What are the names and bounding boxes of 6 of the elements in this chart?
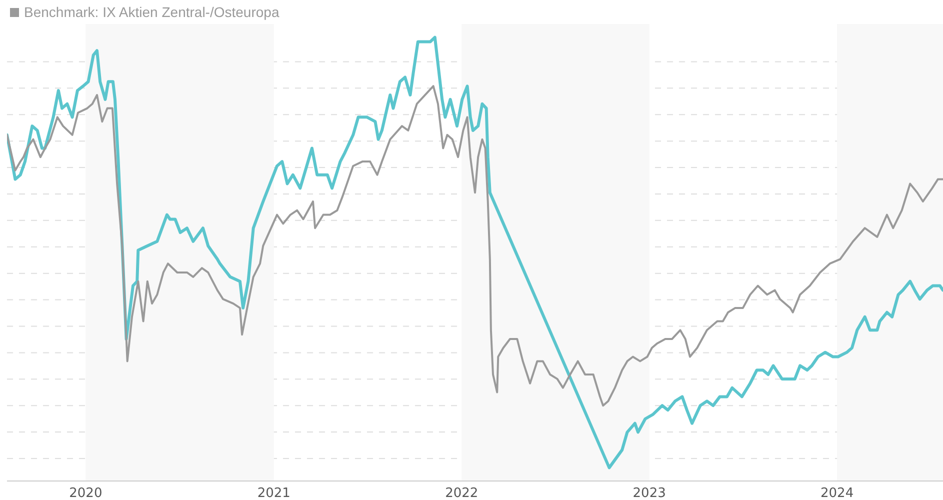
legend-label: Benchmark: IX Aktien Zentral-/Osteuropa — [24, 4, 280, 20]
x-tick-label: 2024 — [820, 486, 854, 500]
x-tick-label: 2021 — [257, 486, 290, 500]
x-tick-label: 2022 — [445, 486, 478, 500]
x-tick-label: 2020 — [69, 486, 102, 500]
x-tick-label: 2023 — [632, 486, 666, 500]
